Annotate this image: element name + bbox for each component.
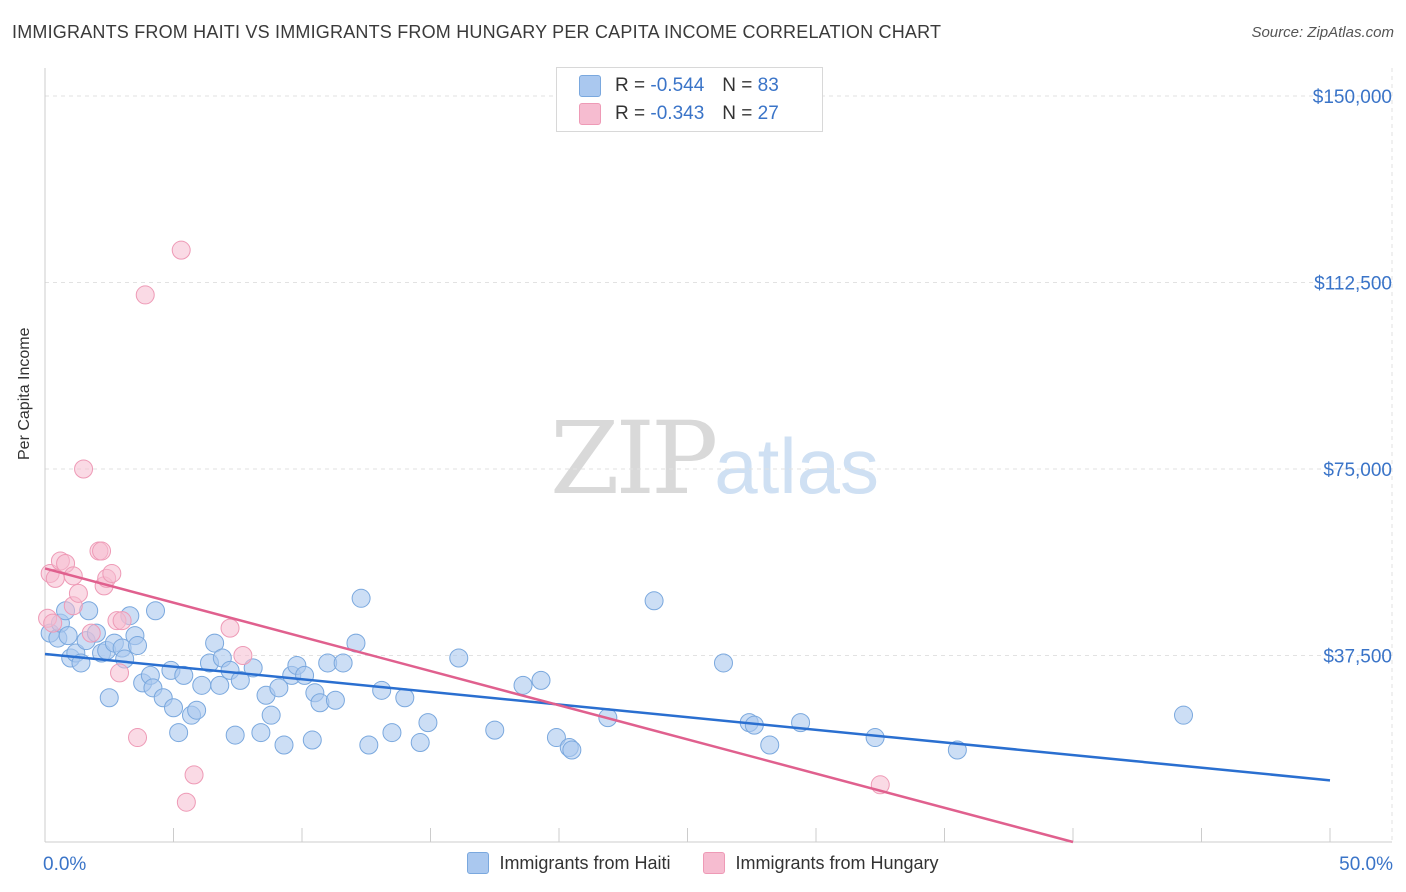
haiti-swatch [579,75,601,97]
source-label: Source: ZipAtlas.com [1251,24,1394,41]
haiti-point [382,723,402,743]
watermark-atlas: atlas [714,422,880,510]
y-tick-label: $75,000 [1323,460,1392,481]
hungary-point [112,611,132,631]
haiti-point [230,670,250,690]
bottom-legend: Immigrants from Haiti Immigrants from Hu… [0,852,1406,879]
haiti-r-label: R = [615,75,646,96]
haiti-point [372,680,392,700]
haiti-point [395,688,415,708]
haiti-point [99,688,119,708]
haiti-point [713,653,733,673]
hungary-point [43,613,63,633]
haiti-point [1174,705,1194,725]
legend-haiti-label: Immigrants from Haiti [499,852,671,873]
haiti-point [410,733,430,753]
haiti-point [513,675,533,695]
haiti-point [302,730,322,750]
haiti-point [562,740,582,760]
haiti-n-value: 83 [757,75,779,96]
hungary-point [102,563,122,583]
legend-item-haiti: Immigrants from Haiti [467,852,670,874]
hungary-point [68,583,88,603]
y-tick-label: $37,500 [1323,647,1392,668]
haiti-n-label: N = [722,75,753,96]
haiti-point [243,658,263,678]
hungary-point [128,728,148,748]
hungary-point [171,240,191,260]
hungary-r-label: R = [615,103,646,124]
hungary-swatch [579,103,601,125]
haiti-point [947,740,967,760]
hungary-point [110,663,130,683]
grid [45,68,1393,842]
haiti-point [531,670,551,690]
haiti-point [485,720,505,740]
haiti-point [325,690,345,710]
haiti-point [760,735,780,755]
legend-hungary-label: Immigrants from Hungary [735,852,939,873]
haiti-point [351,588,371,608]
haiti-point [205,633,225,653]
hungary-point [176,792,196,812]
y-tick-label: $112,500 [1314,274,1392,295]
haiti-point [261,705,281,725]
haiti-point [644,591,664,611]
haiti-point [295,665,315,685]
hungary-point [233,646,253,665]
haiti-point [192,675,212,695]
watermark: ZIPatlas [550,400,879,517]
haiti-r-value: -0.544 [650,75,705,96]
haiti-points [40,588,1194,760]
legend-item-hungary: Immigrants from Hungary [703,852,939,874]
hungary-point [184,765,204,785]
hungary-point [81,623,101,643]
haiti-point [164,698,183,718]
axes [44,68,1392,843]
haiti-point [274,735,294,755]
hungary-point [220,618,240,638]
hungary-point [92,541,112,561]
hungary-point [74,459,94,479]
stats-row-haiti: R = -0.544 N = 83 [579,73,779,99]
haiti-point [128,636,148,656]
haiti-point [174,665,194,685]
hungary-points [38,240,890,812]
haiti-point [225,725,245,745]
haiti-point [58,626,78,646]
hungary-n-label: N = [722,103,753,124]
hungary-n-value: 27 [757,103,779,124]
haiti-trend-line [44,652,1331,782]
haiti-point [546,728,566,748]
haiti-point [418,713,438,733]
tick-labels: $37,500 $75,000 $112,500 $150,000 0.0% 50.0% [43,87,1393,875]
haiti-point [333,653,353,673]
legend-hungary-swatch [703,852,726,874]
x-tick-label: 50.0% [1339,854,1393,875]
haiti-point [269,678,289,698]
haiti-point [359,735,379,755]
haiti-point [210,675,230,695]
stats-row-hungary: R = -0.343 N = 27 [579,101,779,127]
legend-haiti-swatch [467,852,490,874]
haiti-point [169,723,189,743]
x-tick-label: 0.0% [43,854,86,875]
stats-legend: R = -0.544 N = 83 R = -0.343 N = 27 [556,67,823,132]
haiti-point [146,601,166,621]
trend-lines [44,567,1331,844]
hungary-r-value: -0.343 [650,103,705,124]
haiti-point [251,723,271,743]
haiti-point [865,728,885,748]
hungary-point [135,285,155,305]
haiti-point [449,648,469,668]
hungary-trend-line [44,567,1074,844]
haiti-point [187,700,207,720]
chart-title: IMMIGRANTS FROM HAITI VS IMMIGRANTS FROM… [12,22,942,42]
y-tick-label: $150,000 [1313,87,1392,108]
watermark-zip: ZIP [550,400,718,517]
